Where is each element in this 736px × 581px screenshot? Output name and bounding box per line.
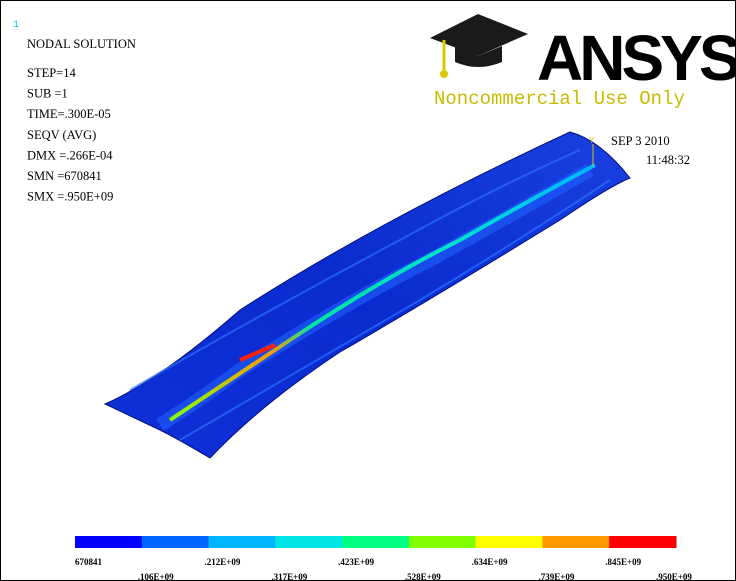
legend-band	[609, 536, 676, 548]
legend-band	[542, 536, 609, 548]
logo-notice: Noncommercial Use Only	[434, 88, 685, 110]
legend-label: .212E+09	[205, 557, 241, 567]
legend-label: .634E+09	[472, 557, 508, 567]
legend-label: 670841	[75, 557, 103, 567]
legend-band	[209, 536, 276, 548]
info-line: STEP=14	[27, 66, 76, 80]
date: SEP 3 2010	[611, 134, 670, 148]
legend-band	[342, 536, 409, 548]
time: 11:48:32	[646, 153, 690, 167]
window-number: 1	[13, 20, 19, 31]
info-line: DMX =.266E-04	[27, 148, 113, 162]
axis-label: Y	[589, 136, 595, 146]
legend-label: .845E+09	[605, 557, 641, 567]
legend-label: .528E+09	[405, 572, 441, 581]
legend-band	[75, 536, 142, 548]
info-title: NODAL SOLUTION	[27, 37, 136, 51]
info-line: TIME=.300E-05	[27, 107, 111, 121]
logo-name: ANSYS	[537, 22, 736, 94]
info-line: SEQV (AVG)	[27, 128, 96, 142]
legend-label: .423E+09	[338, 557, 374, 567]
legend-band	[409, 536, 476, 548]
legend-label: .739E+09	[538, 572, 574, 581]
ansys-window: 1 NODAL SOLUTION STEP=14 SUB =1 TIME=.300E…	[0, 0, 736, 581]
info-line: SMX =.950E+09	[27, 190, 113, 204]
info-line: SMN =670841	[27, 169, 102, 183]
legend-band	[275, 536, 342, 548]
legend-band	[142, 536, 209, 548]
legend-band	[476, 536, 543, 548]
legend-label: .950E+09	[656, 572, 692, 581]
legend-label: .317E+09	[271, 572, 307, 581]
legend-label: .106E+09	[138, 572, 174, 581]
info-line: SUB =1	[27, 87, 68, 101]
